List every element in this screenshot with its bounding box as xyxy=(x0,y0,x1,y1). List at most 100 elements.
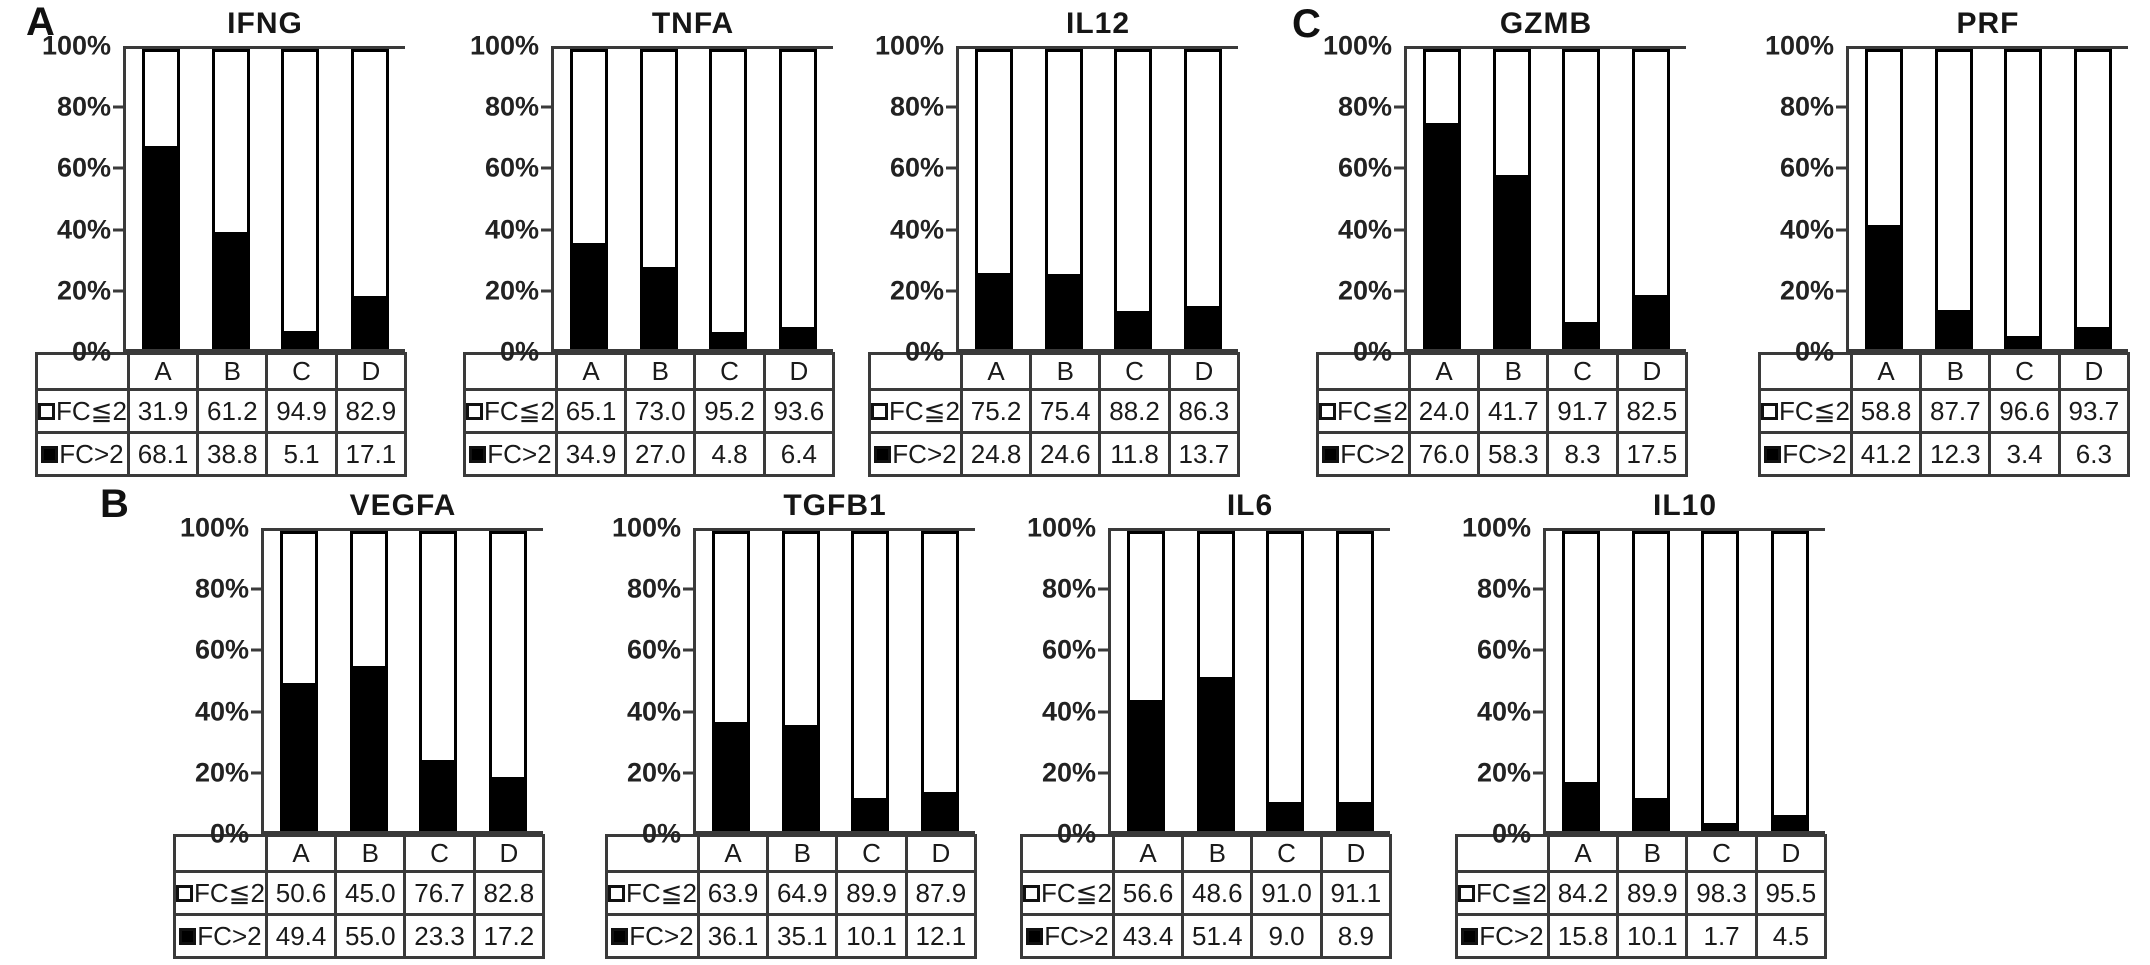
bar-fill-segment xyxy=(1187,305,1220,346)
bar-fill-segment xyxy=(1129,700,1162,828)
bar-c xyxy=(851,531,890,831)
chart-body: 100% 80% 60% 40% 20% 0% xyxy=(35,31,407,367)
y-axis-tick-mark xyxy=(541,105,551,109)
bar-c xyxy=(1562,49,1601,349)
y-axis: 100% 80% 60% 40% 20% 0% xyxy=(868,31,956,367)
y-axis-tick-label: 20% xyxy=(1337,275,1392,306)
category-header-cell: B xyxy=(1477,352,1550,391)
category-header-cell: D xyxy=(2057,352,2131,391)
value-cell: 48.6 xyxy=(1181,870,1254,916)
data-table: A B C D FC≦2 75.2 75.4 88.2 86.3 FC>2 24.8 24.6 11.8… xyxy=(868,352,1241,477)
value-cell: 93.6 xyxy=(762,388,836,434)
y-axis-tick-label: 80% xyxy=(484,91,539,122)
chart-title: VEGFA xyxy=(349,489,457,522)
y-axis-tick-label: 100% xyxy=(1764,30,1834,61)
chart-il6: IL6 100% 80% 60% 40% 20% 0% A B C D FC≦2 56.6 48.6 9… xyxy=(1020,482,1393,959)
chart-body: 100% 80% 60% 40% 20% 0% xyxy=(1758,31,2130,367)
series-row-fc-gt-2: FC>2 34.9 27.0 4.8 6.4 xyxy=(463,431,836,477)
plot-area xyxy=(261,528,543,834)
y-axis-tick-mark xyxy=(113,166,123,170)
bar-fill-segment xyxy=(1339,801,1372,828)
bar-fill-segment xyxy=(1564,781,1597,828)
bar-fill-segment xyxy=(144,145,177,346)
value-cell: 91.7 xyxy=(1546,388,1619,434)
category-header-cell: C xyxy=(403,834,476,873)
value-cell: 58.3 xyxy=(1477,431,1550,477)
bar-d xyxy=(779,49,818,349)
bar-d xyxy=(1771,531,1810,831)
bar-fill-segment xyxy=(352,666,385,828)
y-axis-tick-mark xyxy=(946,289,956,293)
bar-fill-segment xyxy=(1565,321,1598,346)
chart-gzmb: GZMB 100% 80% 60% 40% 20% 0% A B C D FC≦2 24.0 41.7… xyxy=(1316,0,1689,477)
y-axis-tick-label: 20% xyxy=(1779,275,1834,306)
legend-cell-fc-gt-2: FC>2 xyxy=(463,431,558,477)
value-cell: 41.2 xyxy=(1849,431,1923,477)
chart-title: TNFA xyxy=(651,7,735,40)
value-cell: 17.5 xyxy=(1615,431,1689,477)
value-cell: 82.5 xyxy=(1615,388,1689,434)
bar-fill-segment xyxy=(1047,273,1080,346)
series-row-fc-gt-2: FC>2 49.4 55.0 23.3 17.2 xyxy=(173,913,546,959)
legend-cell-fc-le-2: FC≦2 xyxy=(35,388,130,434)
y-axis-tick-label: 0% xyxy=(499,336,539,367)
value-cell: 1.7 xyxy=(1685,913,1758,959)
series-row-fc-le-2: FC≦2 58.8 87.7 96.6 93.7 xyxy=(1758,388,2131,434)
y-axis-tick-label: 80% xyxy=(889,91,944,122)
bar-b xyxy=(639,49,678,349)
y-axis-tick-label: 40% xyxy=(1337,214,1392,245)
category-header-cell: B xyxy=(196,352,269,391)
legend-label: FC≦2 xyxy=(889,395,960,426)
category-header-cell: A xyxy=(1407,352,1481,391)
black-square-swatch-icon xyxy=(1764,445,1782,463)
white-square-swatch-icon xyxy=(1459,884,1475,902)
bar-a xyxy=(141,49,180,349)
y-axis-tick-label: 100% xyxy=(1026,512,1096,543)
chart-body: 100% 80% 60% 40% 20% 0% xyxy=(868,31,1240,367)
y-axis-tick-label: 100% xyxy=(469,30,539,61)
value-cell: 75.4 xyxy=(1029,388,1102,434)
legend-label: FC≦2 xyxy=(484,395,555,426)
y-axis-tick-label: 100% xyxy=(179,512,249,543)
data-table: A B C D FC≦2 24.0 41.7 91.7 82.5 FC>2 76.0 58.3 8.3 1… xyxy=(1316,352,1689,477)
y-axis-tick-label: 40% xyxy=(1476,696,1531,727)
category-header-cell: B xyxy=(334,834,407,873)
y-axis-tick-mark xyxy=(113,228,123,232)
y-axis-tick-mark xyxy=(946,228,956,232)
category-header-cell: A xyxy=(696,834,770,873)
legend-cell-fc-gt-2: FC>2 xyxy=(868,431,963,477)
legend-label: FC≦2 xyxy=(56,395,127,426)
y-axis-tick-mark xyxy=(1533,648,1543,652)
white-square-swatch-icon xyxy=(609,884,625,902)
bar-fill-segment xyxy=(492,777,525,828)
y-axis-tick-label: 0% xyxy=(209,818,249,849)
y-axis-tick-label: 0% xyxy=(1056,818,1096,849)
y-axis: 100% 80% 60% 40% 20% 0% xyxy=(1758,31,1846,367)
y-axis: 100% 80% 60% 40% 20% 0% xyxy=(1455,513,1543,849)
bar-b xyxy=(781,531,820,831)
legend-label: FC≦2 xyxy=(1041,877,1112,908)
white-square-swatch-icon xyxy=(1762,402,1778,420)
value-cell: 94.9 xyxy=(265,388,338,434)
category-header-cell: D xyxy=(334,352,408,391)
bar-a xyxy=(1561,531,1600,831)
chart-vegfa: VEGFA 100% 80% 60% 40% 20% 0% A B C D FC≦2 50.6 45.… xyxy=(173,482,546,959)
value-cell: 36.1 xyxy=(696,913,770,959)
legend-cell-fc-le-2: FC≦2 xyxy=(1316,388,1411,434)
series-row-fc-le-2: FC≦2 50.6 45.0 76.7 82.8 xyxy=(173,870,546,916)
y-axis-tick-label: 40% xyxy=(889,214,944,245)
category-header-cell: D xyxy=(1319,834,1393,873)
value-cell: 8.9 xyxy=(1319,913,1393,959)
blank-corner-cell xyxy=(1020,834,1115,873)
bar-fill-segment xyxy=(924,792,957,828)
data-table: A B C D FC≦2 58.8 87.7 96.6 93.7 FC>2 41.2 12.3 3.4 6… xyxy=(1758,352,2131,477)
y-axis-tick-mark xyxy=(541,289,551,293)
chart-body: 100% 80% 60% 40% 20% 0% xyxy=(173,513,545,849)
legend-cell-fc-le-2: FC≦2 xyxy=(173,870,268,916)
value-cell: 73.0 xyxy=(624,388,697,434)
value-cell: 56.6 xyxy=(1111,870,1185,916)
series-row-fc-le-2: FC≦2 65.1 73.0 95.2 93.6 xyxy=(463,388,836,434)
bar-b xyxy=(1196,531,1235,831)
